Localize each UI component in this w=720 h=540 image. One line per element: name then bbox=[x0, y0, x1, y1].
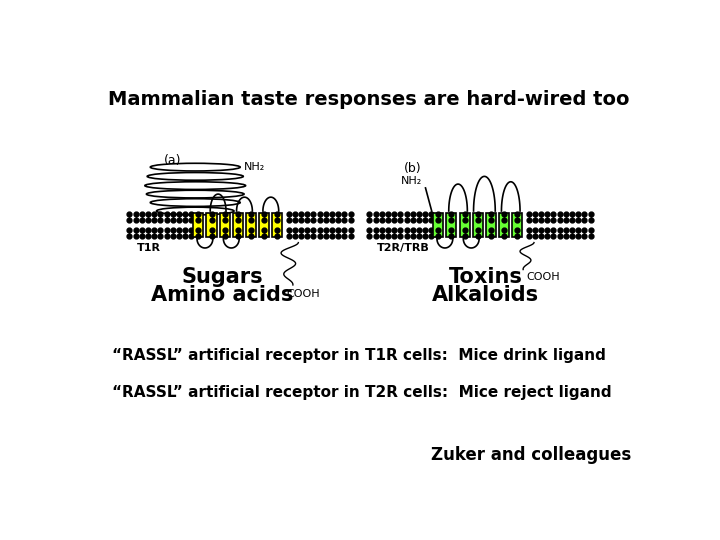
Text: COOH: COOH bbox=[526, 272, 560, 282]
Bar bbox=[193, 213, 203, 237]
Text: Sugars: Sugars bbox=[181, 267, 264, 287]
Bar bbox=[233, 213, 243, 237]
Bar bbox=[499, 213, 509, 237]
Text: (b): (b) bbox=[404, 162, 422, 175]
Text: Toxins: Toxins bbox=[449, 267, 523, 287]
Text: “RASSL” artificial receptor in T1R cells:  Mice drink ligand: “RASSL” artificial receptor in T1R cells… bbox=[112, 348, 606, 362]
Bar bbox=[433, 213, 444, 237]
Bar bbox=[459, 213, 469, 237]
Bar bbox=[259, 213, 269, 237]
Text: Zuker and colleagues: Zuker and colleagues bbox=[431, 446, 631, 464]
Text: NH₂: NH₂ bbox=[401, 177, 423, 186]
Text: T2R/TRB: T2R/TRB bbox=[377, 242, 430, 253]
Text: Amino acids: Amino acids bbox=[151, 285, 294, 305]
Text: COOH: COOH bbox=[286, 289, 320, 299]
Text: Mammalian taste responses are hard-wired too: Mammalian taste responses are hard-wired… bbox=[108, 90, 630, 109]
Bar bbox=[220, 213, 230, 237]
Bar bbox=[513, 213, 523, 237]
Text: (a): (a) bbox=[164, 154, 181, 167]
Bar bbox=[473, 213, 483, 237]
Text: “RASSL” artificial receptor in T2R cells:  Mice reject ligand: “RASSL” artificial receptor in T2R cells… bbox=[112, 385, 612, 400]
Bar bbox=[246, 213, 256, 237]
Bar bbox=[207, 213, 217, 237]
Bar bbox=[272, 213, 282, 237]
Text: NH₂: NH₂ bbox=[244, 162, 266, 172]
Text: T1R: T1R bbox=[137, 242, 161, 253]
Text: Alkaloids: Alkaloids bbox=[432, 285, 539, 305]
Bar bbox=[486, 213, 496, 237]
Bar bbox=[446, 213, 456, 237]
